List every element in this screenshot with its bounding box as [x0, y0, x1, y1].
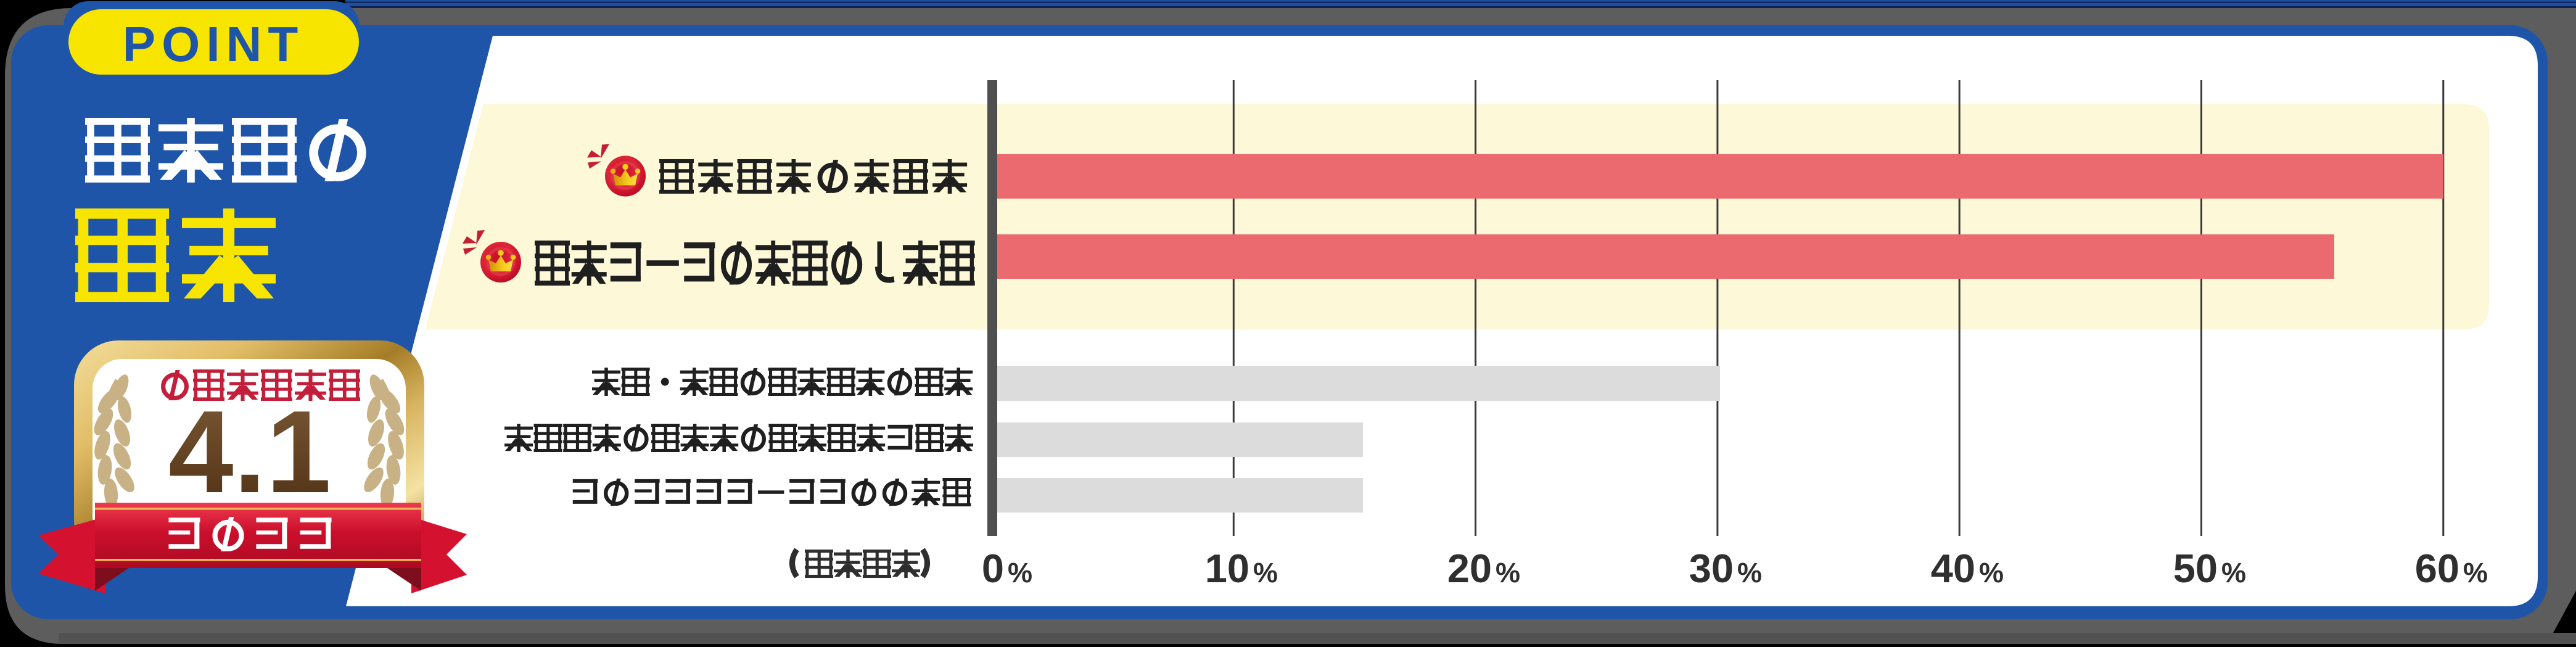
svg-text:%: %	[1737, 557, 1762, 588]
svg-text:50: 50	[2173, 546, 2218, 591]
svg-text:%: %	[1496, 557, 1520, 588]
svg-text:%: %	[2463, 557, 2488, 588]
svg-text:40: 40	[1931, 546, 1975, 591]
svg-text:60: 60	[2415, 546, 2459, 591]
svg-text:10: 10	[1205, 546, 1249, 591]
svg-text:%: %	[1979, 557, 2004, 588]
svg-text:30: 30	[1689, 546, 1734, 591]
svg-text:20: 20	[1447, 546, 1492, 591]
svg-text:%: %	[2221, 557, 2246, 588]
svg-text:%: %	[1008, 557, 1032, 588]
svg-text:%: %	[1253, 557, 1278, 588]
svg-text:4.1: 4.1	[168, 387, 331, 517]
svg-text:0: 0	[982, 546, 1004, 591]
svg-text:POINT: POINT	[123, 17, 304, 72]
